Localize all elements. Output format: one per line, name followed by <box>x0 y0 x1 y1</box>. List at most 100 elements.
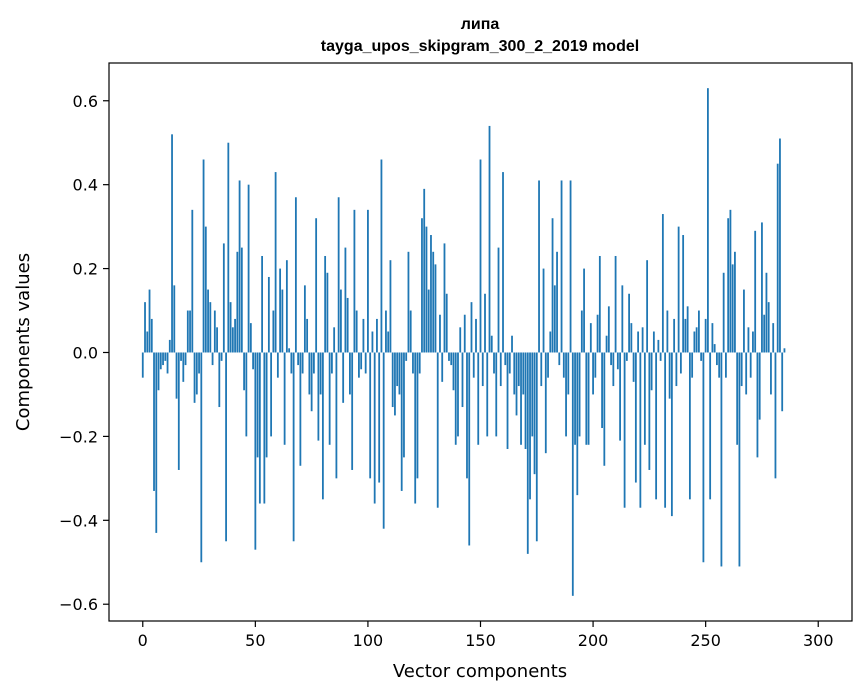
bar <box>725 352 727 378</box>
bar <box>423 188 426 353</box>
bar <box>405 352 408 361</box>
bar <box>749 352 752 378</box>
bar <box>328 352 331 445</box>
y-axis-ticks: −0.6 −0.4 −0.2 0.0 0.2 0.4 0.6 <box>59 92 109 614</box>
bar <box>607 306 610 353</box>
bar <box>490 335 493 353</box>
bar <box>549 331 552 353</box>
bar <box>315 218 318 353</box>
bar <box>688 352 691 500</box>
bar <box>776 163 779 353</box>
bar <box>256 352 259 458</box>
bar <box>146 331 149 353</box>
bar <box>632 352 635 382</box>
bar <box>529 352 531 500</box>
bar <box>193 352 196 403</box>
chart-subtitle: tayga_upos_skipgram_300_2_2019 model <box>321 38 639 55</box>
bar <box>556 251 558 353</box>
bar <box>425 226 428 353</box>
bar <box>709 352 712 500</box>
bar <box>148 289 151 353</box>
bar <box>679 352 682 374</box>
x-axis-ticks: 0 50 100 150 200 250 300 <box>138 621 834 650</box>
bar <box>231 327 234 353</box>
bar <box>531 352 534 437</box>
bar <box>150 318 153 353</box>
bar <box>648 352 651 470</box>
bar <box>432 251 435 353</box>
bar <box>637 331 640 353</box>
bar <box>713 344 716 353</box>
bar <box>486 352 489 437</box>
bar <box>675 352 678 387</box>
bar <box>601 352 603 429</box>
bar <box>628 293 630 353</box>
bar <box>222 243 225 353</box>
bar <box>538 180 540 353</box>
bar <box>191 209 194 353</box>
bar <box>346 297 349 353</box>
bar <box>589 323 592 353</box>
bar <box>738 352 741 567</box>
bar <box>603 352 606 466</box>
bar <box>448 352 450 361</box>
bar <box>475 318 477 353</box>
bar <box>294 197 297 353</box>
bar <box>376 318 378 353</box>
bar <box>211 352 214 366</box>
bar <box>657 339 660 353</box>
bar <box>772 323 775 353</box>
bar <box>736 352 739 445</box>
bar <box>227 142 230 353</box>
bar <box>698 310 700 353</box>
y-axis-label: Components values <box>13 253 34 431</box>
bar <box>153 352 155 491</box>
bar <box>502 172 504 353</box>
bar <box>639 352 642 508</box>
bar <box>583 268 585 353</box>
bar <box>358 352 360 378</box>
bar <box>535 352 538 542</box>
bar <box>542 268 545 353</box>
bar <box>407 251 410 353</box>
bar <box>740 352 743 387</box>
bar <box>450 352 453 366</box>
bar <box>162 352 164 366</box>
bar <box>337 197 340 353</box>
bar <box>727 218 730 353</box>
bar <box>182 352 185 382</box>
bar <box>229 302 232 353</box>
bar <box>493 352 495 374</box>
bar-series <box>141 88 795 596</box>
bar <box>364 352 367 374</box>
bar <box>614 255 617 353</box>
bar <box>511 335 513 353</box>
bar <box>272 310 275 353</box>
bar <box>369 352 372 479</box>
bar <box>598 255 601 353</box>
bar <box>247 184 250 353</box>
bar <box>403 352 405 458</box>
bar <box>249 323 252 353</box>
bar <box>745 352 748 395</box>
y-tick-label: 0.0 <box>73 343 98 362</box>
bar <box>283 352 286 445</box>
bar <box>344 247 347 353</box>
bar <box>216 327 218 353</box>
bar <box>472 352 475 378</box>
bar <box>281 289 284 353</box>
bar <box>643 352 646 445</box>
bar <box>207 289 209 353</box>
bar <box>468 352 471 546</box>
bar <box>743 289 745 353</box>
bar <box>691 352 694 378</box>
bar <box>479 159 482 353</box>
bar <box>218 352 221 408</box>
bar <box>335 352 338 479</box>
bar <box>558 352 561 366</box>
bar <box>159 352 162 370</box>
bar <box>394 352 396 416</box>
bar <box>610 352 612 366</box>
bar <box>623 352 626 508</box>
bar <box>391 352 394 408</box>
